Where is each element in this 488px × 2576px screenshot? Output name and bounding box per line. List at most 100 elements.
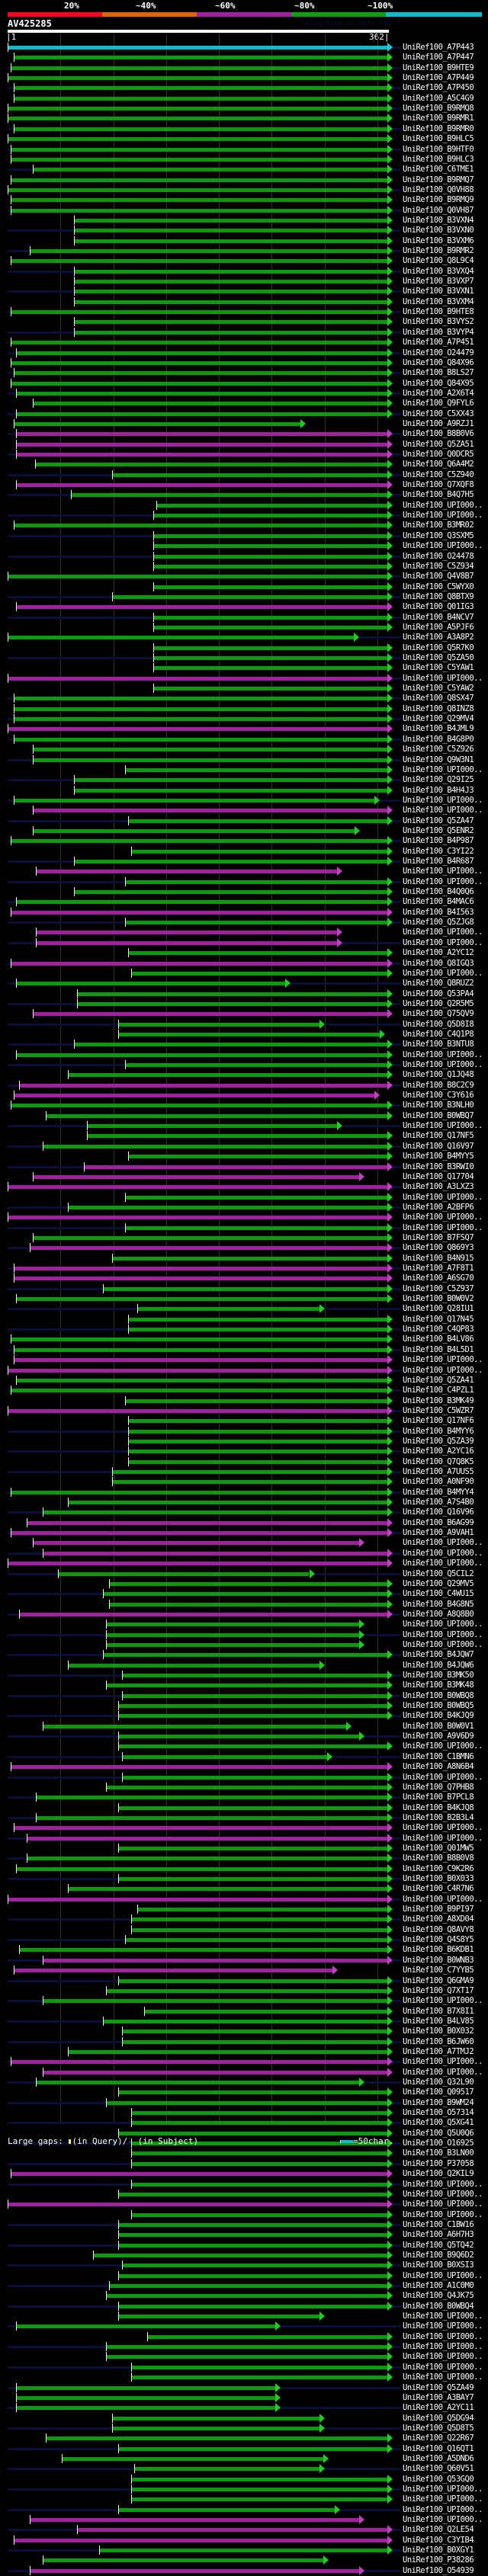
hit-label[interactable]: UniRef100_B9RMR2 (403, 246, 474, 255)
hit-bar[interactable] (105, 1988, 387, 1993)
hit-bar[interactable] (121, 2030, 387, 2034)
hit-row[interactable]: UniRef100_C5WZR7 (0, 1405, 488, 1416)
hit-label[interactable]: UniRef100_B7PCL8 (403, 1793, 474, 1802)
hit-bar[interactable] (131, 2142, 387, 2146)
hit-bar[interactable] (14, 421, 301, 426)
hit-row[interactable]: UniRef100_B4N915 (0, 1253, 488, 1264)
hit-bar[interactable] (121, 1775, 387, 1780)
hit-label[interactable]: UniRef100_B9HLC5 (403, 134, 474, 144)
hit-label[interactable]: UniRef100_A3BAY7 (403, 2392, 474, 2402)
hit-label[interactable]: UniRef100_Q3SXM5 (403, 530, 474, 540)
hit-label[interactable]: UniRef100_A5DND6 (403, 2453, 474, 2463)
hit-row[interactable]: UniRef100_Q22R67 (0, 2433, 488, 2443)
hit-label[interactable]: UniRef100_C5Z926 (403, 745, 474, 755)
hit-bar[interactable] (30, 249, 387, 253)
hit-bar[interactable] (26, 1836, 387, 1841)
hit-label[interactable]: UniRef100_B3VXQ4 (403, 266, 474, 276)
hit-label[interactable]: UniRef100_A7F8T1 (403, 1264, 474, 1273)
hit-label[interactable]: UniRef100_C3YI22 (403, 846, 474, 856)
hit-row[interactable]: UniRef100_UPI000.. (0, 1060, 488, 1070)
hit-label[interactable]: UniRef100_P37058 (403, 2158, 474, 2168)
hit-bar[interactable] (118, 1032, 380, 1036)
hit-row[interactable]: UniRef100_B8LS27 (0, 368, 488, 378)
hit-label[interactable]: UniRef100_UPI000.. (403, 511, 483, 521)
hit-row[interactable]: UniRef100_Q2KIL9 (0, 2169, 488, 2179)
hit-label[interactable]: UniRef100_B3VXM6 (403, 235, 474, 245)
hit-label[interactable]: UniRef100_Q8INZ8 (403, 703, 474, 713)
hit-row[interactable]: UniRef100_B9RMQ9 (0, 195, 488, 205)
hit-row[interactable]: UniRef100_UPI000.. (0, 2362, 488, 2373)
hit-label[interactable]: UniRef100_UPI000.. (403, 1121, 483, 1131)
hit-label[interactable]: UniRef100_B9PI97 (403, 1905, 474, 1914)
hit-bar[interactable] (33, 758, 387, 762)
hit-bar[interactable] (42, 1144, 387, 1149)
hit-label[interactable]: UniRef100_C5Z937 (403, 1283, 474, 1293)
hit-bar[interactable] (8, 187, 387, 192)
hit-row[interactable]: UniRef100_B4I563 (0, 907, 488, 918)
hit-label[interactable]: UniRef100_Q2KIL9 (403, 2169, 474, 2179)
hit-bar[interactable] (112, 2416, 320, 2421)
hit-label[interactable]: UniRef100_B3VXM4 (403, 296, 474, 306)
hit-bar[interactable] (45, 2437, 387, 2441)
hit-row[interactable]: UniRef100_Q8AVY8 (0, 1924, 488, 1935)
hit-bar[interactable] (11, 157, 387, 162)
hit-label[interactable]: UniRef100_B4Q0Q6 (403, 887, 474, 897)
hit-label[interactable]: UniRef100_UPI000.. (403, 1741, 483, 1751)
hit-row[interactable]: UniRef100_Q01MW5 (0, 1843, 488, 1854)
hit-row[interactable]: UniRef100_B3VXM4 (0, 296, 488, 307)
hit-bar[interactable] (16, 2406, 276, 2411)
hit-row[interactable]: UniRef100_Q01IG3 (0, 602, 488, 612)
hit-row[interactable]: UniRef100_Q5ZA39 (0, 1436, 488, 1447)
hit-bar[interactable] (14, 1358, 387, 1363)
hit-bar[interactable] (11, 1765, 387, 1770)
hit-row[interactable]: UniRef100_B3RWI0 (0, 1161, 488, 1172)
hit-row[interactable]: UniRef100_B4MYY6 (0, 1426, 488, 1437)
hit-row[interactable]: UniRef100_A5C4G9 (0, 93, 488, 104)
hit-label[interactable]: UniRef100_UPI000.. (403, 1222, 483, 1232)
hit-label[interactable]: UniRef100_Q5D8I8 (403, 1019, 474, 1029)
hit-bar[interactable] (16, 1297, 387, 1302)
hit-row[interactable]: UniRef100_UPI000.. (0, 1823, 488, 1833)
hit-label[interactable]: UniRef100_B3VYP4 (403, 327, 474, 337)
hit-row[interactable]: UniRef100_Q29I25 (0, 775, 488, 785)
hit-bar[interactable] (11, 961, 387, 966)
hit-label[interactable]: UniRef100_C5XX43 (403, 409, 474, 418)
hit-label[interactable]: UniRef100_Q32L90 (403, 2078, 474, 2087)
hit-row[interactable]: UniRef100_A2X6T4 (0, 388, 488, 399)
hit-row[interactable]: UniRef100_C4QP83 (0, 1325, 488, 1334)
hit-label[interactable]: UniRef100_UPI000.. (403, 2494, 483, 2504)
hit-bar[interactable] (30, 2518, 359, 2523)
hit-row[interactable]: UniRef100_UPI000.. (0, 1222, 488, 1233)
hit-row[interactable]: UniRef100_Q5ZA50 (0, 653, 488, 663)
hit-label[interactable]: UniRef100_B9HTE9 (403, 62, 474, 72)
hit-row[interactable]: UniRef100_A8N6B4 (0, 1762, 488, 1772)
hit-label[interactable]: UniRef100_B4G8P0 (403, 734, 474, 744)
hit-label[interactable]: UniRef100_UPI000.. (403, 2312, 483, 2321)
hit-label[interactable]: UniRef100_O57314 (403, 2108, 474, 2118)
hit-row[interactable]: UniRef100_B0WBQ4 (0, 2301, 488, 2312)
hit-row[interactable]: UniRef100_UPI000.. (0, 2270, 488, 2281)
hit-label[interactable]: UniRef100_B0WBQ5 (403, 1701, 474, 1711)
hit-bar[interactable] (118, 1877, 387, 1881)
hit-bar[interactable] (8, 727, 387, 732)
hit-row[interactable]: UniRef100_B0W0V1 (0, 1721, 488, 1732)
hit-label[interactable]: UniRef100_B7FSQ7 (403, 1232, 474, 1242)
hit-label[interactable]: UniRef100_UPI000.. (403, 1894, 483, 1904)
hit-row[interactable]: UniRef100_B8B0V8 (0, 1854, 488, 1863)
hit-row[interactable]: UniRef100_A8XD04 (0, 1914, 488, 1924)
hit-bar[interactable] (30, 1246, 387, 1251)
hit-row[interactable]: UniRef100_C1BW16 (0, 2219, 488, 2230)
hit-label[interactable]: UniRef100_UPI000.. (403, 968, 483, 978)
hit-row[interactable]: UniRef100_B3VYS2 (0, 317, 488, 327)
hit-bar[interactable] (33, 1174, 359, 1179)
hit-row[interactable]: UniRef100_Q7XQF8 (0, 480, 488, 490)
hit-row[interactable]: UniRef100_Q0VH88 (0, 184, 488, 195)
hit-bar[interactable] (131, 2477, 387, 2481)
hit-label[interactable]: UniRef100_Q5ZA47 (403, 815, 474, 825)
hit-bar[interactable] (36, 870, 337, 874)
hit-row[interactable]: UniRef100_B3VXM6 (0, 235, 488, 246)
hit-row[interactable]: UniRef100_UPI000.. (0, 1833, 488, 1844)
hit-bar[interactable] (11, 178, 387, 182)
hit-label[interactable]: UniRef100_Q09517 (403, 2087, 474, 2097)
hit-row[interactable]: UniRef100_A3BAY7 (0, 2392, 488, 2403)
